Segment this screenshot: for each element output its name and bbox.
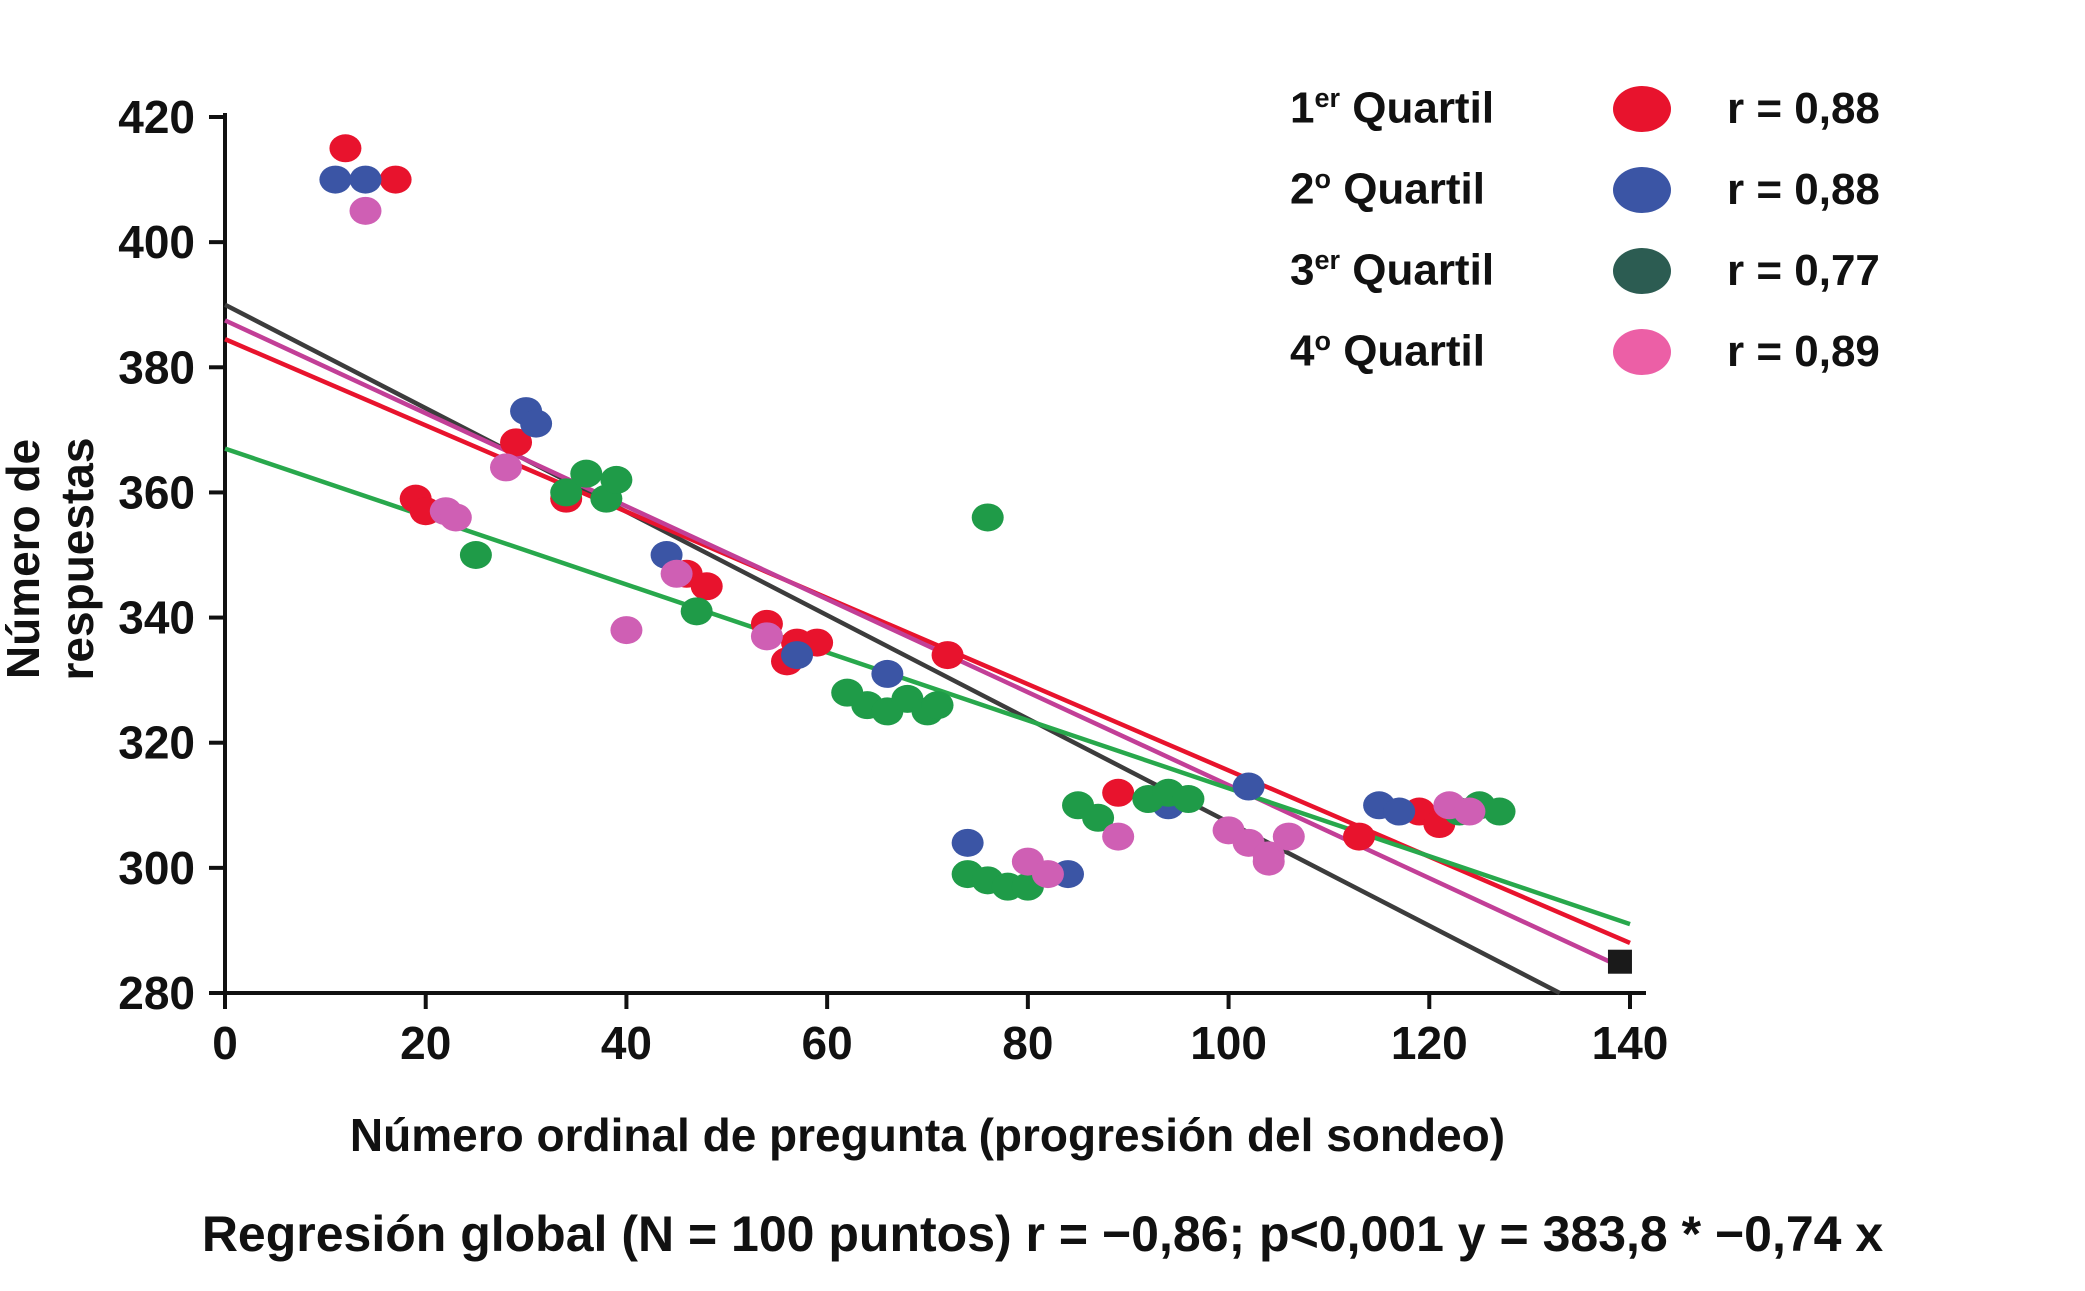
legend-label: 3er Quartil [1290,245,1495,295]
data-point [1383,797,1416,826]
x-tick-label: 0 [212,1017,238,1069]
data-point [750,622,783,651]
y-tick-label: 400 [118,216,195,268]
legend-color-swatch [1613,166,1671,213]
data-point [1102,778,1135,807]
legend-r-value: r = 0,88 [1727,164,1880,214]
data-point [921,691,954,720]
x-tick-label: 40 [601,1017,652,1069]
legend-row-1: 1er Quartil r = 0,88 [1290,68,1990,149]
data-point [951,828,984,857]
trend-red [224,337,1631,946]
legend-r-value: r = 0,77 [1727,245,1880,295]
data-point [1272,822,1305,851]
x-tick-label: 100 [1190,1017,1267,1069]
data-point [690,572,723,601]
data-point [610,616,643,645]
y-tick-label: 380 [118,341,195,393]
y-tick-label: 360 [118,466,195,518]
data-point [931,641,964,670]
data-point [1343,822,1376,851]
legend-row-3: 3er Quartil r = 0,77 [1290,230,1990,311]
x-tick-label: 20 [400,1017,451,1069]
y-tick-label: 280 [118,967,195,1019]
data-point [570,459,603,488]
legend-r-value: r = 0,89 [1727,326,1880,376]
data-point [600,465,633,494]
data-point [680,597,713,626]
data-point [379,165,412,194]
legend-row-2: 2o Quartil r = 0,88 [1290,149,1990,230]
data-point [660,559,693,588]
y-tick-label: 340 [118,592,195,644]
data-point [1232,772,1265,801]
data-point [500,428,533,457]
x-tick-label: 120 [1391,1017,1468,1069]
data-point [1483,797,1516,826]
legend-color-swatch [1613,85,1671,132]
data-point [1031,860,1064,889]
data-point [349,196,382,225]
data-point [871,659,904,688]
data-point [550,478,583,507]
x-tick-label: 140 [1592,1017,1669,1069]
legend-label: 4o Quartil [1290,326,1486,376]
legend: 1er Quartil r = 0,88 2o Quartil r = 0,88 3er… [1290,68,1990,392]
y-tick-label: 300 [118,842,195,894]
legend-r-value: r = 0,88 [1727,83,1880,133]
data-point [520,409,553,438]
data-point [971,503,1004,532]
legend-label: 2o Quartil [1290,164,1486,214]
data-point-square [1607,949,1632,974]
data-point [1252,847,1285,876]
data-point [1102,822,1135,851]
y-tick-label: 320 [118,717,195,769]
data-point [1172,785,1205,814]
y-axis-label: Número de respuestas [0,437,103,681]
y-tick-label: 420 [118,91,195,143]
x-tick-label: 80 [1002,1017,1053,1069]
data-point [781,641,814,670]
x-axis-label: Número ordinal de pregunta (progresión d… [349,1109,1506,1161]
data-point [319,165,352,194]
trend-global-dark [223,302,1561,995]
data-point [490,453,522,482]
data-point [439,503,472,532]
data-point [1082,803,1115,832]
x-tick-label: 60 [802,1017,853,1069]
trend-magenta [224,318,1631,974]
legend-label: 1er Quartil [1290,83,1495,133]
data-point [329,134,362,163]
data-point [459,541,492,569]
legend-color-swatch [1613,328,1671,375]
data-point [349,165,382,194]
data-point [1453,797,1486,826]
legend-color-swatch [1613,247,1671,294]
legend-row-4: 4o Quartil r = 0,89 [1290,311,1990,392]
regression-caption: Regresión global (N = 100 puntos) r = −0… [201,1206,1884,1262]
